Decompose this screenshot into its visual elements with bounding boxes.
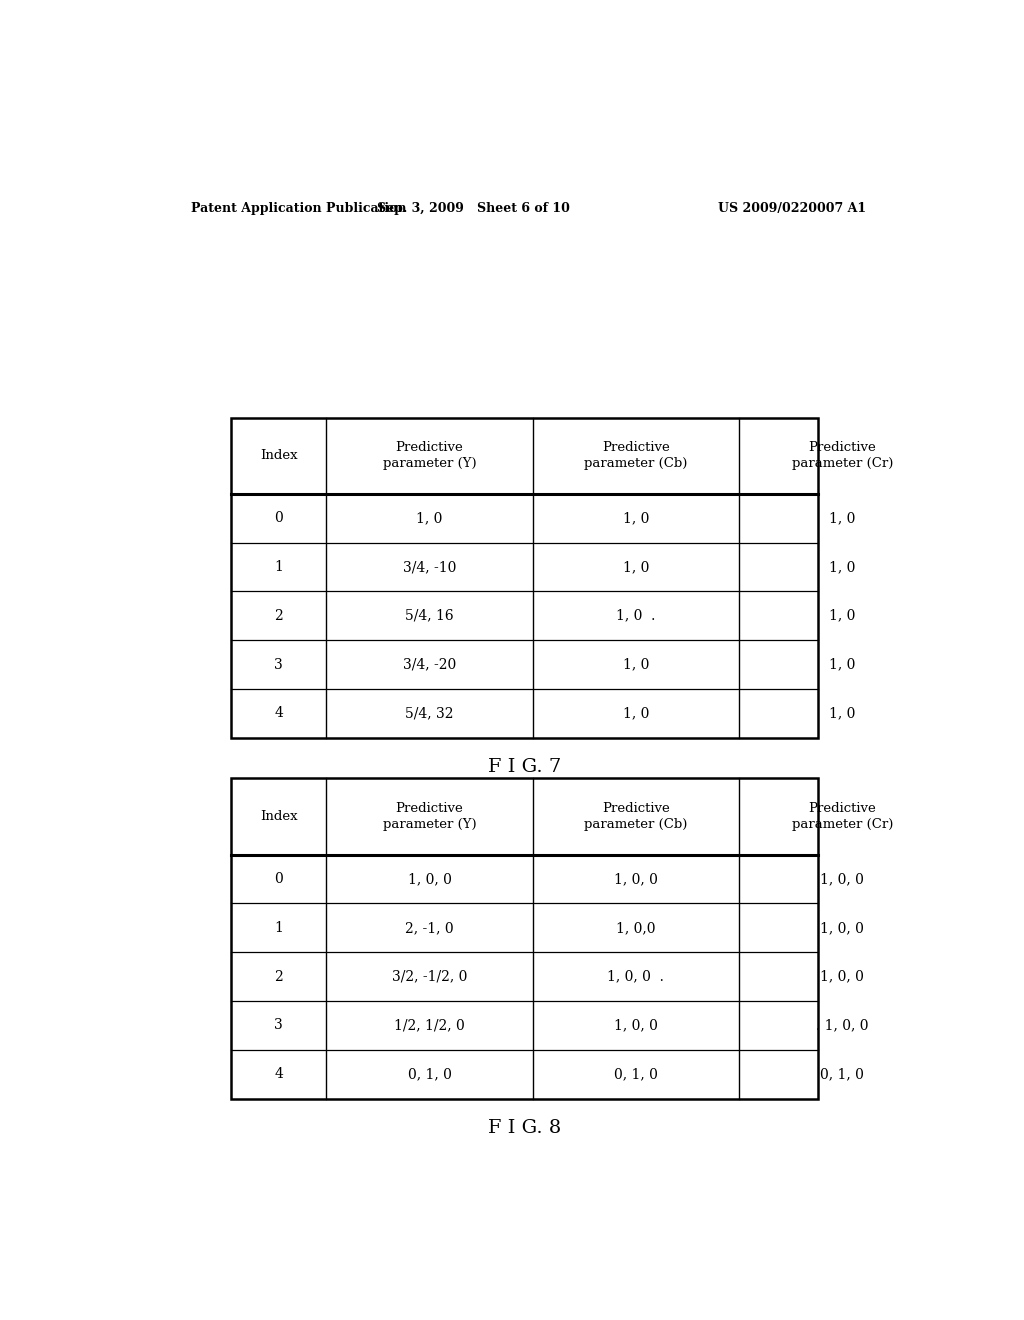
Text: Predictive
parameter (Cr): Predictive parameter (Cr): [792, 441, 893, 470]
Text: Predictive
parameter (Y): Predictive parameter (Y): [383, 801, 476, 832]
Text: 1: 1: [274, 921, 284, 935]
Text: 2: 2: [274, 609, 284, 623]
Text: Index: Index: [260, 449, 298, 462]
Text: 0: 0: [274, 511, 284, 525]
Text: 4: 4: [274, 1067, 284, 1081]
Text: F I G. 8: F I G. 8: [488, 1119, 561, 1137]
Text: 1, 0, 0  .: 1, 0, 0 .: [607, 970, 665, 983]
Text: 1, 0: 1, 0: [829, 657, 855, 672]
Text: 1, 0: 1, 0: [829, 706, 855, 721]
Text: Predictive
parameter (Cb): Predictive parameter (Cb): [585, 441, 687, 470]
Text: 1, 0, 0: 1, 0, 0: [820, 970, 864, 983]
Text: 3/4, -20: 3/4, -20: [402, 657, 457, 672]
Text: 1, 0: 1, 0: [829, 511, 855, 525]
Text: 1, 0, 0: 1, 0, 0: [820, 873, 864, 886]
Text: Patent Application Publication: Patent Application Publication: [191, 202, 407, 215]
Text: 0, 1, 0: 0, 1, 0: [408, 1067, 452, 1081]
Text: Predictive
parameter (Cr): Predictive parameter (Cr): [792, 801, 893, 832]
Text: 1: 1: [274, 560, 284, 574]
Text: 1, 0: 1, 0: [829, 609, 855, 623]
Text: 0, 1, 0: 0, 1, 0: [614, 1067, 657, 1081]
Text: F I G. 7: F I G. 7: [488, 758, 561, 776]
Text: 1, 0: 1, 0: [623, 560, 649, 574]
Text: 3/2, -1/2, 0: 3/2, -1/2, 0: [392, 970, 467, 983]
Text: 3/4, -10: 3/4, -10: [402, 560, 457, 574]
Text: 1, 0, 0: 1, 0, 0: [408, 873, 452, 886]
Text: 0: 0: [274, 873, 284, 886]
Text: 4: 4: [274, 706, 284, 721]
Text: . 1, 0, 0: . 1, 0, 0: [816, 1019, 868, 1032]
Text: 2, -1, 0: 2, -1, 0: [406, 921, 454, 935]
Text: 1, 0: 1, 0: [623, 706, 649, 721]
Text: 1, 0, 0: 1, 0, 0: [820, 921, 864, 935]
Text: 3: 3: [274, 1019, 284, 1032]
Text: 0, 1, 0: 0, 1, 0: [820, 1067, 864, 1081]
Text: 1, 0: 1, 0: [623, 511, 649, 525]
Text: 1, 0: 1, 0: [829, 560, 855, 574]
Text: 1/2, 1/2, 0: 1/2, 1/2, 0: [394, 1019, 465, 1032]
Text: 3: 3: [274, 657, 284, 672]
Text: 1, 0: 1, 0: [417, 511, 442, 525]
Bar: [231, 417, 818, 738]
Bar: [231, 779, 818, 1098]
Text: 5/4, 32: 5/4, 32: [406, 706, 454, 721]
Text: Predictive
parameter (Y): Predictive parameter (Y): [383, 441, 476, 470]
Text: Sep. 3, 2009   Sheet 6 of 10: Sep. 3, 2009 Sheet 6 of 10: [377, 202, 569, 215]
Text: 1, 0, 0: 1, 0, 0: [614, 1019, 657, 1032]
Text: 1, 0,0: 1, 0,0: [616, 921, 655, 935]
Text: 2: 2: [274, 970, 284, 983]
Text: 5/4, 16: 5/4, 16: [406, 609, 454, 623]
Text: 1, 0: 1, 0: [623, 657, 649, 672]
Text: 1, 0  .: 1, 0 .: [616, 609, 655, 623]
Text: US 2009/0220007 A1: US 2009/0220007 A1: [718, 202, 866, 215]
Text: Predictive
parameter (Cb): Predictive parameter (Cb): [585, 801, 687, 832]
Text: Index: Index: [260, 810, 298, 822]
Text: 1, 0, 0: 1, 0, 0: [614, 873, 657, 886]
